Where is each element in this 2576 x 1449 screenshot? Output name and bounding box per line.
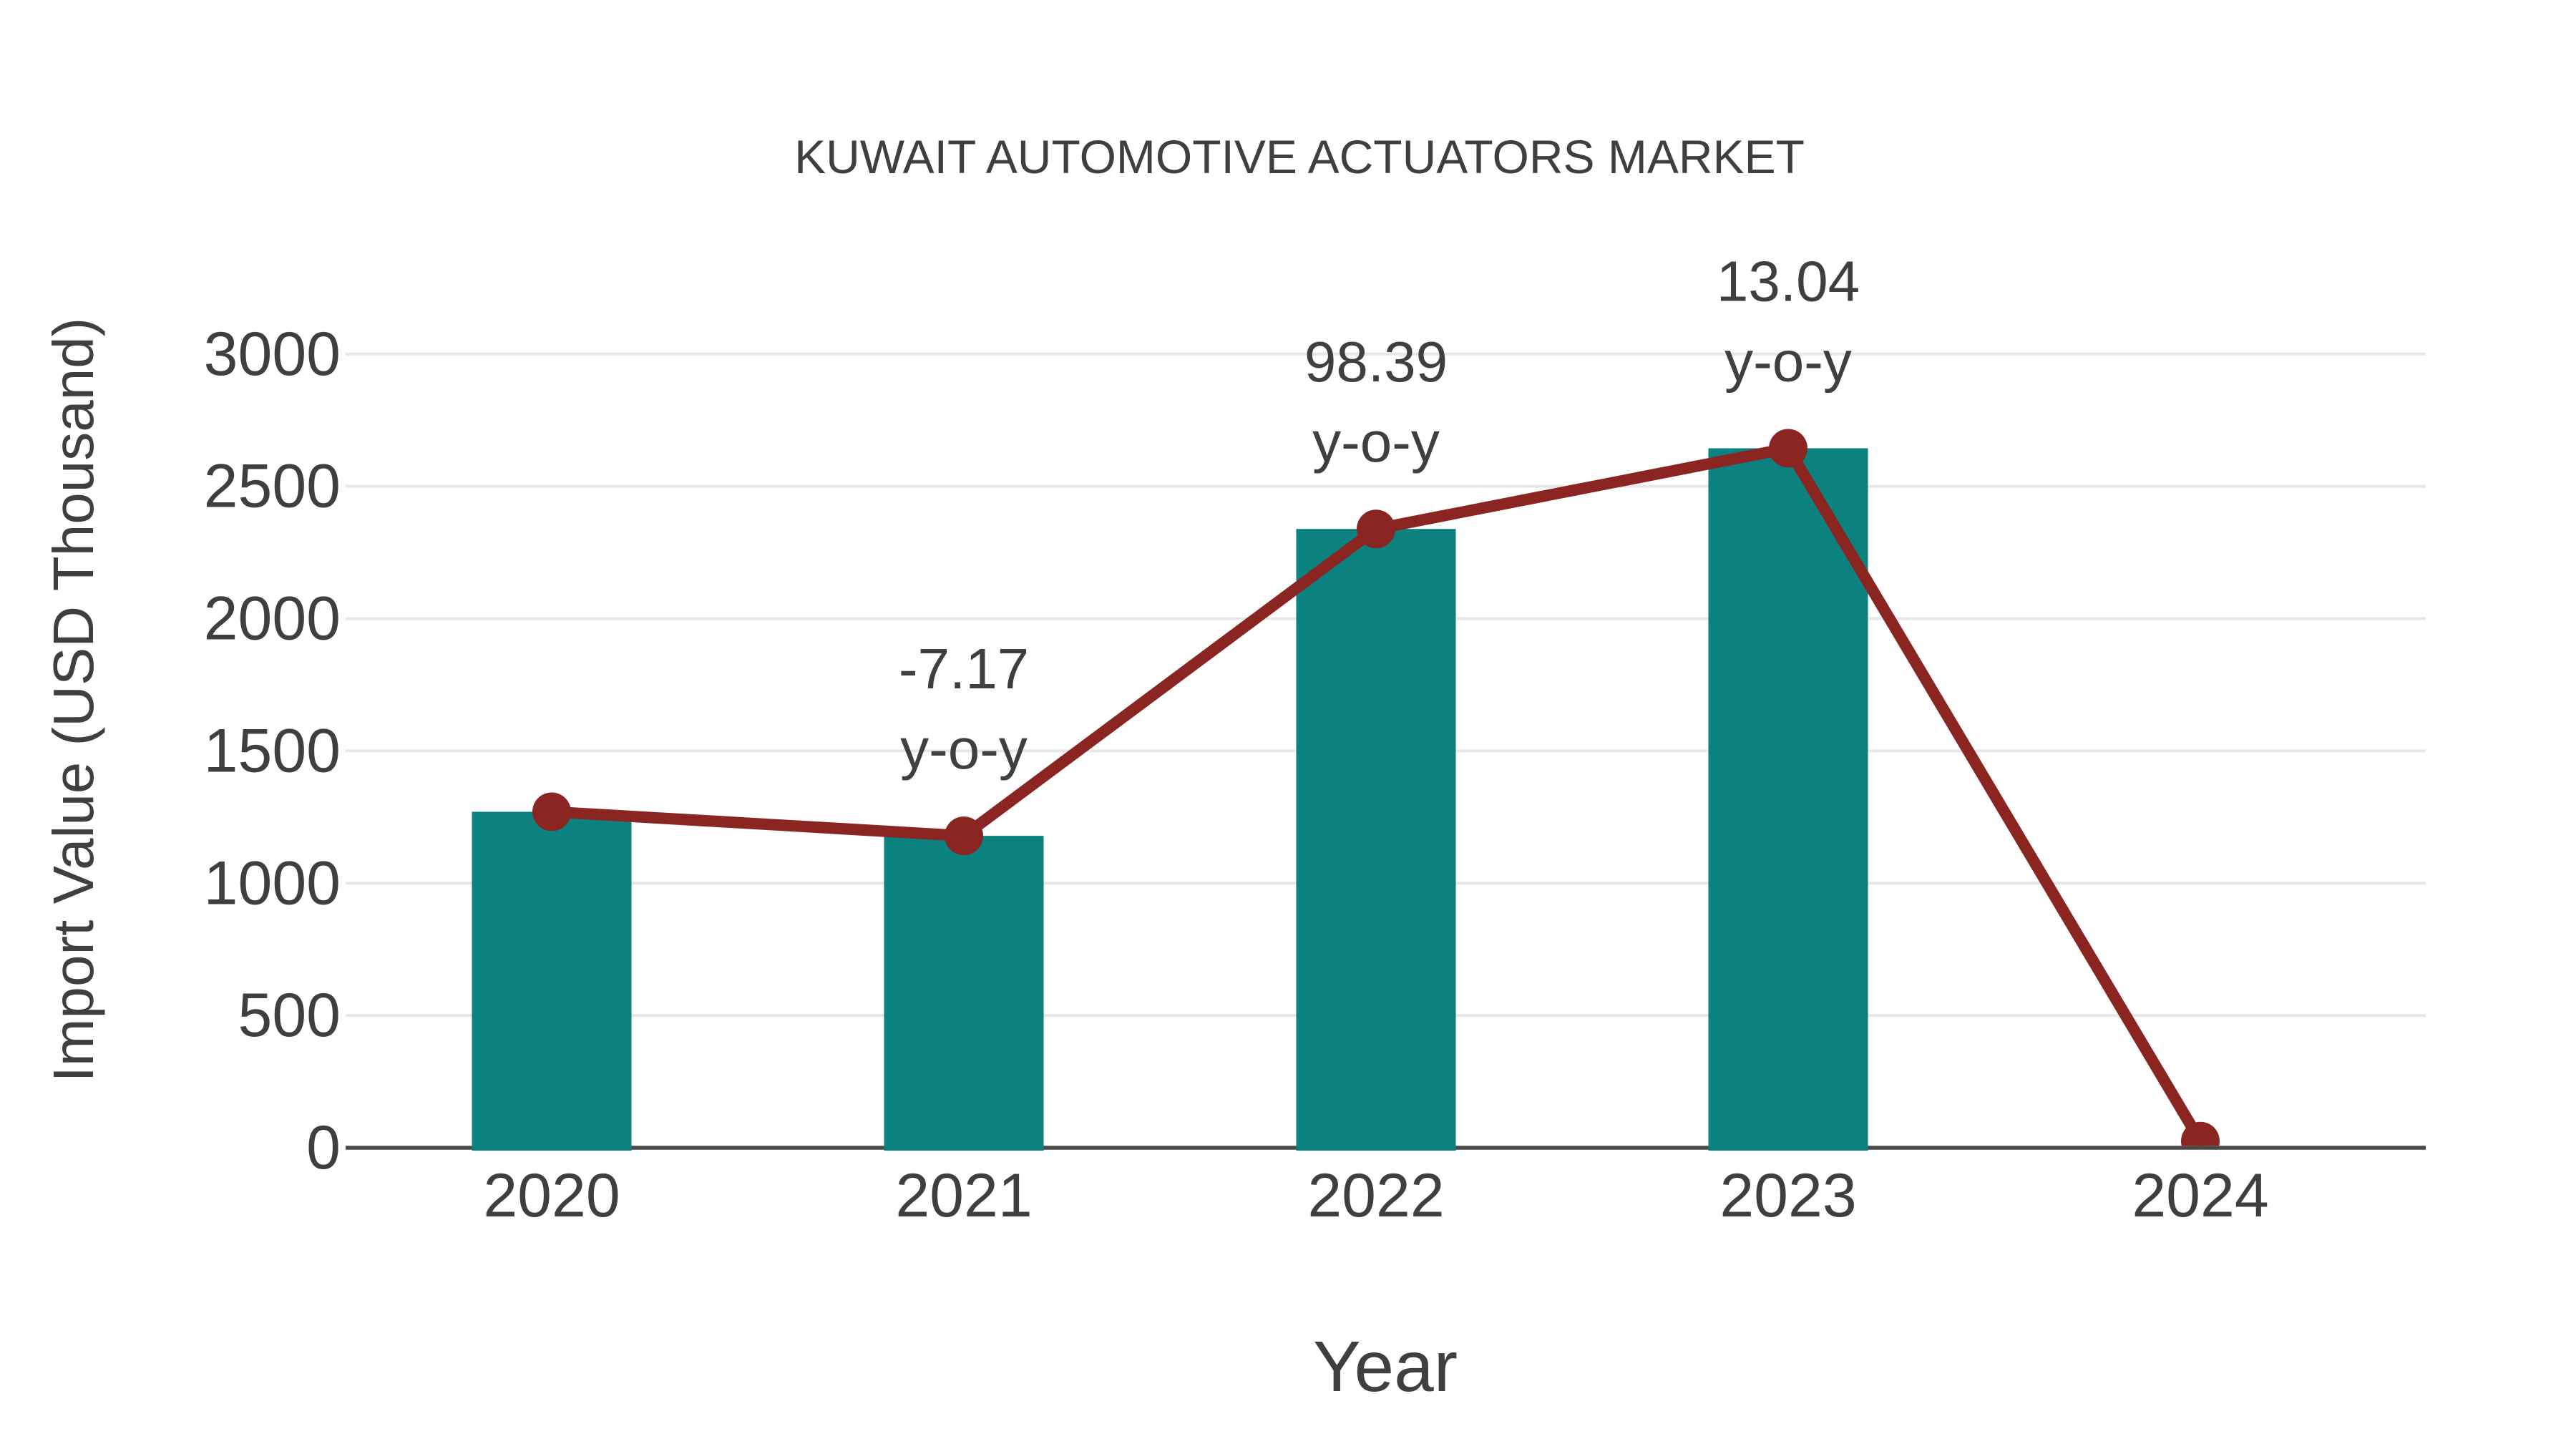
- y-axis-title: Import Value (USD Thousand): [42, 318, 105, 1083]
- x-tick-labels: 2020 2021 2022 2023 2024: [483, 1161, 2268, 1230]
- annotation-value-2022: 98.39: [1304, 330, 1448, 394]
- y-tick-label-3000: 3000: [204, 320, 341, 389]
- annotation-2023: 13.04 y-o-y: [1717, 249, 1860, 393]
- marker-2024: [2181, 1121, 2220, 1146]
- x-axis-title: Year: [1313, 1327, 1458, 1407]
- y-tick-labels: 0 500 1000 1500 2000 2500 3000: [204, 320, 341, 1182]
- bar-2023: [1708, 448, 1868, 1151]
- annotations-layer: -7.17 y-o-y 98.39 y-o-y 13.04 y-o-y: [899, 249, 1860, 781]
- x-tick-label-2022: 2022: [1307, 1161, 1444, 1230]
- annotation-2021: -7.17 y-o-y: [899, 637, 1029, 781]
- marker-2022: [1357, 509, 1395, 549]
- x-tick-label-2021: 2021: [895, 1161, 1032, 1230]
- marker-2021: [945, 816, 983, 856]
- bars-layer: [472, 448, 1868, 1151]
- y-tick-label-2500: 2500: [204, 452, 341, 521]
- y-tick-label-1000: 1000: [204, 849, 341, 917]
- annotation-value-2021: -7.17: [899, 637, 1029, 701]
- marker-2020: [532, 792, 571, 831]
- bar-2020: [472, 811, 632, 1151]
- x-tick-label-2024: 2024: [2132, 1161, 2268, 1230]
- annotation-value-2023: 13.04: [1717, 249, 1860, 313]
- bar-2022: [1296, 529, 1456, 1151]
- x-tick-label-2023: 2023: [1719, 1161, 1856, 1230]
- x-tick-label-2020: 2020: [483, 1161, 620, 1230]
- annotation-yoy-2022: y-o-y: [1312, 410, 1440, 474]
- y-tick-label-500: 500: [238, 981, 341, 1050]
- marker-2023: [1769, 429, 1807, 468]
- y-tick-label-1500: 1500: [204, 716, 341, 785]
- y-tick-label-2000: 2000: [204, 585, 341, 653]
- annotation-yoy-2021: y-o-y: [900, 717, 1028, 781]
- chart-title: KUWAIT AUTOMOTIVE ACTUATORS MARKET: [794, 130, 1805, 183]
- annotation-yoy-2023: y-o-y: [1724, 329, 1852, 393]
- bar-2021: [884, 836, 1044, 1151]
- annotation-2022: 98.39 y-o-y: [1304, 330, 1448, 474]
- y-tick-label-0: 0: [306, 1113, 341, 1182]
- trend-line-layer: [532, 429, 2220, 1146]
